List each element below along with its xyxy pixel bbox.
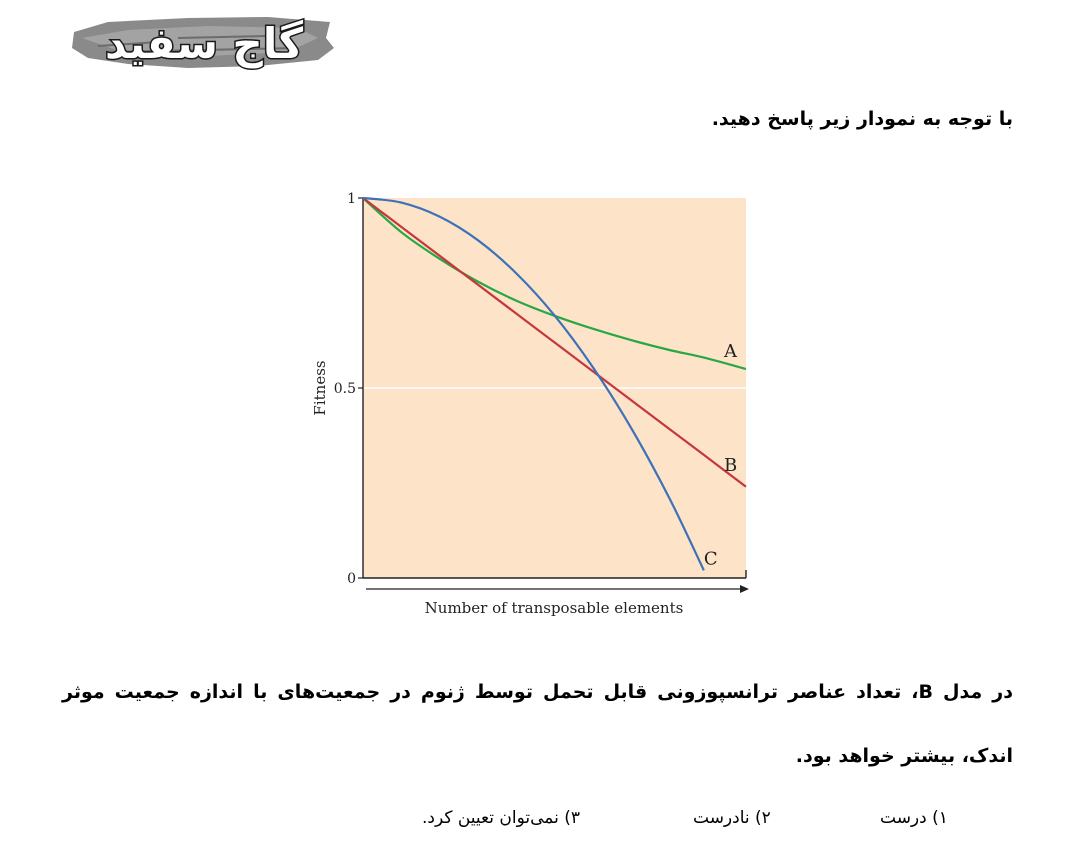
question-statement: در مدل B، تعداد عناصر ترانسپوزونی قابل ت…	[62, 681, 1013, 767]
y-tick-label-0: 0	[347, 571, 356, 587]
y-tick-label-1: 0.5	[334, 381, 356, 397]
option-3[interactable]: ۳) نمی‌توان تعیین کرد.	[422, 808, 581, 828]
option-2[interactable]: ۲) نادرست	[693, 808, 771, 828]
y-tick-label-2: 1	[347, 191, 356, 207]
x-axis-label: Number of transposable elements	[425, 599, 684, 617]
question-text: در مدل B، تعداد عناصر ترانسپوزونی قابل ت…	[62, 660, 1013, 788]
series-label-a: A	[723, 341, 738, 362]
series-label-b: B	[724, 455, 737, 476]
series-line-c	[362, 196, 705, 571]
y-axis-label: Fitness	[311, 360, 329, 415]
x-axis-arrowhead	[740, 585, 749, 593]
fitness-chart: 0 0.5 1 A B C Number of transposable element…	[300, 180, 770, 630]
chart-svg: 0 0.5 1 A B C Number of transposable element…	[311, 191, 749, 617]
logo-text: گاج سفید	[105, 19, 304, 68]
series-line-b	[362, 197, 747, 488]
series-label-c: C	[704, 548, 718, 569]
gaj-sefid-logo: گاج سفید	[72, 17, 334, 70]
option-1[interactable]: ۱) درست	[880, 808, 948, 828]
intro-instruction: با توجه به نمودار زیر پاسخ دهید.	[711, 108, 1013, 130]
